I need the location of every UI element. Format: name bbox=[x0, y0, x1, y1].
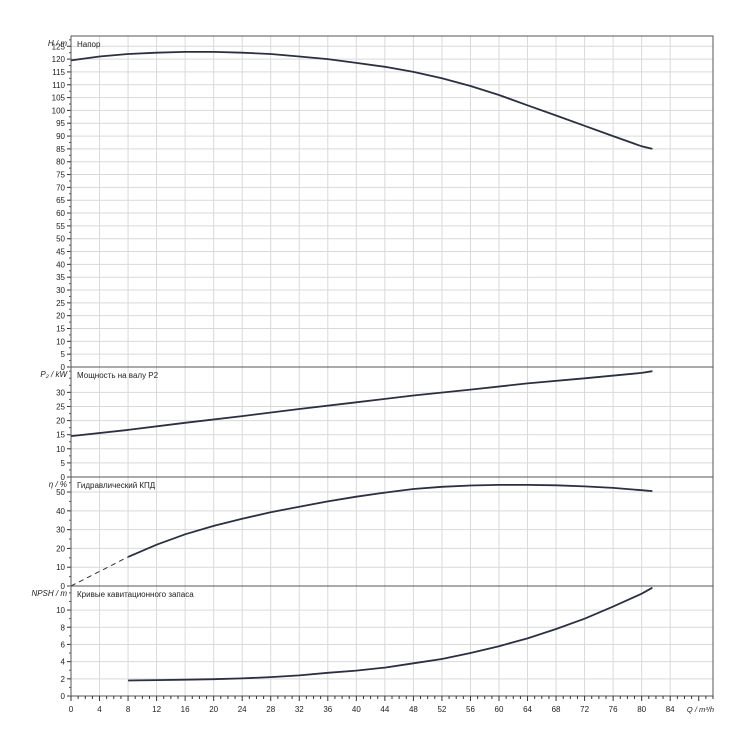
head-panel-title: Напор bbox=[77, 40, 101, 49]
power-y-tick-label: 25 bbox=[56, 402, 65, 411]
head-y-tick-label: 110 bbox=[52, 81, 65, 90]
npsh-y-tick-label: 10 bbox=[56, 606, 65, 615]
head-y-tick-label: 10 bbox=[56, 337, 65, 346]
head-y-tick-label: 55 bbox=[56, 222, 65, 231]
power-y-tick-label: 5 bbox=[61, 459, 66, 468]
head-y-tick-label: 100 bbox=[52, 106, 66, 115]
efficiency-y-axis-label: η / % bbox=[49, 480, 67, 489]
head-curve-line bbox=[70, 51, 653, 150]
x-tick-label: 16 bbox=[181, 705, 190, 714]
x-tick-label: 80 bbox=[637, 705, 646, 714]
x-tick-label: 24 bbox=[238, 705, 247, 714]
head-y-tick-label: 5 bbox=[61, 350, 66, 359]
efficiency-y-tick-label: 0 bbox=[61, 582, 66, 591]
x-tick-label: 60 bbox=[495, 705, 504, 714]
power-panel-title: Мощность на валу P2 bbox=[77, 371, 159, 380]
head-y-tick-label: 70 bbox=[56, 183, 65, 192]
x-axis-label: Q / m³/h bbox=[687, 705, 714, 714]
head-y-tick-label: 15 bbox=[56, 325, 65, 334]
efficiency-curve-line bbox=[127, 484, 653, 558]
head-y-tick-label: 95 bbox=[56, 119, 65, 128]
x-tick-label: 52 bbox=[437, 705, 446, 714]
x-tick-label: 40 bbox=[352, 705, 361, 714]
head-y-tick-label: 120 bbox=[52, 55, 66, 64]
npsh-y-tick-label: 2 bbox=[61, 675, 66, 684]
x-tick-label: 48 bbox=[409, 705, 418, 714]
head-y-tick-label: 40 bbox=[56, 260, 65, 269]
npsh-y-axis-label: NPSH / m bbox=[31, 589, 67, 598]
x-tick-label: 72 bbox=[580, 705, 589, 714]
head-y-tick-label: 65 bbox=[56, 196, 65, 205]
efficiency-y-tick-label: 40 bbox=[56, 507, 65, 516]
power-panel-frame bbox=[70, 366, 714, 478]
power-y-tick-label: 15 bbox=[56, 431, 65, 440]
head-y-tick-label: 90 bbox=[56, 132, 65, 141]
x-tick-label: 84 bbox=[666, 705, 675, 714]
head-y-axis-label: H / m bbox=[48, 39, 67, 48]
head-y-tick-label: 75 bbox=[56, 171, 65, 180]
head-y-tick-label: 125 bbox=[52, 42, 66, 51]
efficiency-curve-dashed-extension bbox=[70, 556, 129, 587]
power-y-axis-label: P₂ / kW bbox=[40, 370, 68, 379]
x-tick-label: 76 bbox=[609, 705, 618, 714]
head-y-tick-label: 85 bbox=[56, 145, 65, 154]
x-tick-label: 36 bbox=[323, 705, 332, 714]
npsh-y-tick-label: 6 bbox=[61, 640, 66, 649]
npsh-panel-title: Кривые кавитационного запаса bbox=[77, 590, 194, 599]
head-y-tick-label: 115 bbox=[52, 68, 65, 77]
power-y-tick-label: 30 bbox=[56, 388, 65, 397]
npsh-y-tick-label: 4 bbox=[61, 658, 66, 667]
head-y-tick-label: 30 bbox=[56, 286, 65, 295]
x-tick-label: 56 bbox=[466, 705, 475, 714]
x-tick-label: 20 bbox=[209, 705, 218, 714]
head-y-tick-label: 60 bbox=[56, 209, 65, 218]
x-tick-label: 0 bbox=[69, 705, 74, 714]
head-panel-frame bbox=[70, 35, 714, 368]
x-tick-label: 8 bbox=[126, 705, 131, 714]
head-y-tick-label: 105 bbox=[52, 94, 66, 103]
efficiency-y-tick-label: 30 bbox=[56, 526, 65, 535]
head-y-tick-label: 45 bbox=[56, 248, 65, 257]
efficiency-y-tick-label: 50 bbox=[56, 488, 65, 497]
x-tick-label: 32 bbox=[295, 705, 304, 714]
x-tick-label: 64 bbox=[523, 705, 532, 714]
head-y-tick-label: 50 bbox=[56, 235, 65, 244]
x-tick-label: 12 bbox=[152, 705, 161, 714]
npsh-curve-line bbox=[128, 586, 653, 682]
power-y-tick-label: 10 bbox=[56, 445, 65, 454]
head-y-tick-label: 0 bbox=[61, 363, 66, 372]
x-tick-label: 44 bbox=[380, 705, 389, 714]
efficiency-panel-title: Гидравлический КПД bbox=[77, 481, 156, 490]
efficiency-y-tick-label: 10 bbox=[56, 563, 65, 572]
x-tick-label: 68 bbox=[552, 705, 561, 714]
x-tick-label: 28 bbox=[266, 705, 275, 714]
npsh-y-tick-label: 8 bbox=[61, 623, 66, 632]
power-y-tick-label: 0 bbox=[61, 473, 66, 482]
head-y-tick-label: 25 bbox=[56, 299, 65, 308]
npsh-y-tick-label: 0 bbox=[61, 692, 66, 701]
efficiency-panel-frame bbox=[70, 476, 714, 587]
x-tick-label: 4 bbox=[97, 705, 102, 714]
power-curve-line bbox=[70, 370, 653, 437]
efficiency-y-tick-label: 20 bbox=[56, 544, 65, 553]
head-y-tick-label: 80 bbox=[56, 158, 65, 167]
power-y-tick-label: 20 bbox=[56, 417, 65, 426]
head-y-tick-label: 20 bbox=[56, 312, 65, 321]
head-y-tick-label: 35 bbox=[56, 273, 65, 282]
